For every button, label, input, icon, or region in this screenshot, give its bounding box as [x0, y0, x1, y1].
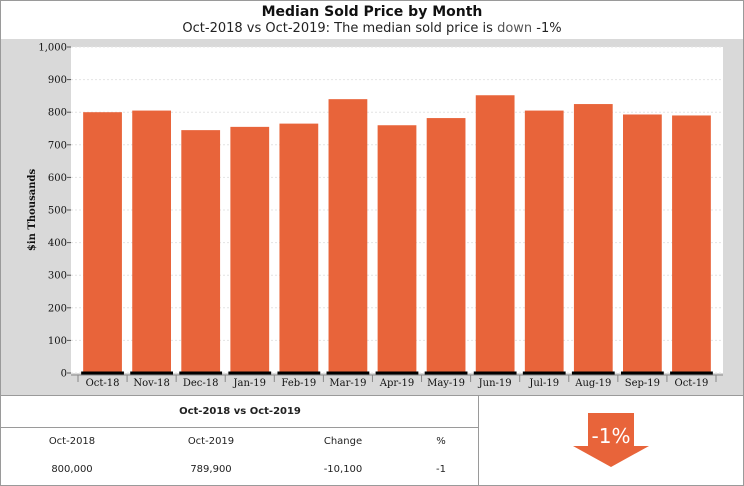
- value-oct-2018: 800,000: [51, 464, 93, 475]
- x-tick-label: Jun-19: [478, 378, 512, 389]
- header-change: Change: [323, 436, 363, 447]
- x-tick-label: Nov-18: [133, 378, 170, 389]
- arrow-shape: [573, 413, 649, 467]
- header-oct-2019: Oct-2019: [187, 436, 235, 447]
- subtitle-direction: down: [497, 21, 533, 36]
- x-tick-label: Apr-19: [379, 378, 415, 389]
- header-oct-2018: Oct-2018: [48, 436, 96, 447]
- x-tick-label: Feb-19: [281, 378, 316, 389]
- bar: [230, 126, 270, 374]
- bar: [672, 115, 711, 374]
- x-tick-label: Oct-19: [675, 378, 709, 389]
- comparison-divider: [1, 427, 479, 428]
- down-arrow-icon: [573, 413, 649, 467]
- header-percent: %: [436, 436, 446, 447]
- x-tick-label: Aug-19: [574, 378, 611, 389]
- comparison-table: Oct-2018 vs Oct-2019 Oct-2018 Oct-2019 C…: [1, 395, 479, 485]
- x-tick-label: Dec-18: [183, 378, 219, 389]
- y-tick-label: 500: [48, 206, 67, 217]
- bar: [328, 99, 368, 373]
- bar-chart: 0 100 200 300 400 500 600 700 800 900 1,000 $in Tho…: [27, 43, 723, 389]
- x-tick-label: May-19: [427, 378, 465, 389]
- y-tick-label: 700: [48, 140, 67, 151]
- x-tick-label: Jan-19: [233, 378, 267, 389]
- bar: [181, 130, 221, 373]
- x-tick-label: Jul-19: [528, 378, 559, 389]
- y-tick-label: 1,000: [38, 43, 67, 54]
- chart-title: Median Sold Price by Month: [261, 4, 483, 20]
- y-tick-label: 800: [48, 108, 67, 119]
- y-tick-label: 400: [48, 238, 67, 249]
- change-indicator: -1%: [479, 395, 743, 485]
- bar: [475, 95, 515, 374]
- y-tick-label: 300: [48, 271, 67, 282]
- x-tick-label: Mar-19: [329, 378, 366, 389]
- y-tick-label: 900: [48, 75, 67, 86]
- bar: [132, 110, 172, 373]
- value-change: -10,100: [323, 464, 363, 475]
- bar: [524, 110, 564, 373]
- chart-subtitle: Oct-2018 vs Oct-2019: The median sold pr…: [0, 21, 744, 36]
- y-tick-label: 600: [48, 173, 67, 184]
- comparison-title: Oct-2018 vs Oct-2019: [179, 406, 301, 417]
- y-tick-label: 100: [48, 336, 67, 347]
- y-tick-label: 0: [61, 369, 67, 380]
- bar: [426, 118, 466, 374]
- bar: [377, 125, 417, 374]
- y-axis-label: $in Thousands: [27, 169, 38, 252]
- value-oct-2019: 789,900: [190, 464, 232, 475]
- subtitle-prefix: Oct-2018 vs Oct-2019: The median sold pr…: [182, 21, 498, 36]
- bar: [279, 123, 319, 373]
- value-percent: -1: [436, 464, 446, 475]
- x-tick-label: Oct-18: [86, 378, 120, 389]
- chart-area: 0 100 200 300 400 500 600 700 800 900 1,000 $in Tho…: [1, 39, 743, 395]
- bar: [83, 112, 122, 373]
- bar: [573, 104, 613, 374]
- change-percent-label: -1%: [591, 424, 631, 448]
- subtitle-value: -1%: [532, 21, 562, 36]
- bar: [622, 114, 662, 374]
- x-tick-label: Sep-19: [625, 378, 660, 389]
- y-tick-label: 200: [48, 303, 67, 314]
